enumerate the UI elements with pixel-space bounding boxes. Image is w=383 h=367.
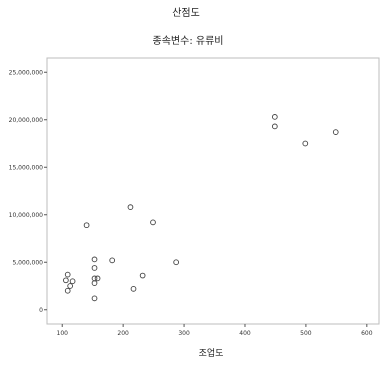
chart-title: 산점도: [172, 7, 200, 19]
y-tick-label: 20,000,000: [9, 117, 44, 124]
data-point: [69, 278, 76, 285]
data-point: [271, 114, 278, 120]
data-point: [139, 272, 146, 279]
data-point: [91, 265, 98, 271]
data-point: [332, 129, 339, 135]
data-point: [63, 277, 69, 284]
data-point: [109, 257, 116, 264]
y-tick-label: 10,000,000: [9, 212, 44, 219]
x-axis-label: 조업도: [199, 348, 224, 359]
x-tick-label: 400: [239, 330, 251, 337]
data-point: [67, 283, 73, 289]
data-point: [64, 271, 71, 278]
data-point: [173, 259, 179, 266]
x-tick-label: 500: [300, 330, 312, 337]
y-axis: 0 5,000,000 10,000,000 15,000,000 20,000,000…: [9, 69, 47, 314]
data-point: [127, 204, 134, 211]
data-point: [94, 275, 101, 282]
data-point: [302, 140, 309, 147]
data-point: [271, 123, 278, 130]
y-tick-label: 5,000,000: [12, 259, 43, 266]
x-axis: 100 200 300 400 500 600: [57, 324, 373, 337]
data-point: [91, 295, 98, 302]
data-point: [91, 256, 98, 263]
data-point: [83, 222, 90, 229]
data-point: [91, 280, 98, 287]
data-point: [150, 219, 156, 226]
data-point: [130, 286, 137, 292]
y-tick-label: 0: [39, 307, 43, 314]
data-points: [63, 114, 339, 302]
data-point: [64, 287, 71, 294]
y-tick-label: 15,000,000: [9, 164, 44, 171]
plot-area-frame: [46, 57, 380, 325]
x-tick-label: 200: [117, 330, 129, 337]
y-tick-label: 25,000,000: [9, 69, 44, 76]
x-tick-label: 100: [57, 330, 69, 337]
x-tick-label: 300: [178, 330, 190, 337]
x-tick-label: 600: [361, 330, 373, 337]
chart-subtitle: 종속변수: 유류비: [153, 35, 224, 47]
